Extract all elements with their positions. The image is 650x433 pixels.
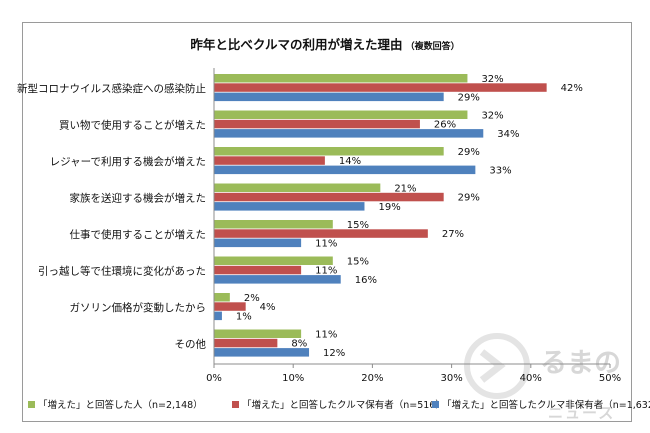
bar-series-2: [214, 119, 420, 129]
x-tick-label: 10%: [282, 373, 304, 384]
bar-series-1: [214, 147, 444, 156]
bar-series-3: [214, 238, 302, 248]
bar-series-2: [214, 265, 302, 275]
x-tick-label: 0%: [206, 373, 222, 384]
watermark-sub: ニュース: [548, 404, 615, 422]
x-tick-label: 50%: [599, 373, 621, 384]
bars-layer: [214, 74, 547, 357]
labels-layer: 新型コロナウイルス感染症への感染防止 32% 42% 29% 買い物で使用することが増え…: [17, 74, 583, 359]
data-label: 33%: [489, 165, 511, 176]
chart-title-note: （複数回答）: [406, 40, 460, 52]
data-label: 29%: [458, 92, 480, 103]
data-label: 32%: [481, 110, 503, 121]
data-label: 4%: [260, 302, 276, 313]
bar-series-2: [214, 156, 325, 165]
bar-series-3: [214, 202, 365, 211]
bar-series-1: [214, 329, 302, 338]
bar-series-1: [214, 220, 333, 229]
data-label: 21%: [394, 183, 416, 194]
legend-label: 「増えた」と回答した人（n=2,148）: [38, 399, 203, 411]
x-tick-label: 40%: [520, 373, 542, 384]
bar-series-2: [214, 229, 428, 238]
category-label: 仕事で使用することが増えた: [70, 228, 207, 241]
category-label: 買い物で使用することが増えた: [59, 118, 206, 131]
legend-swatch: [432, 401, 439, 408]
legend: 「増えた」と回答した人（n=2,148） 「増えた」と回答したクルマ保有者（n=5…: [28, 399, 650, 411]
bar-series-2: [214, 338, 278, 348]
legend-label: 「増えた」と回答したクルマ保有者（n=516）: [242, 399, 445, 411]
data-label: 42%: [561, 83, 583, 94]
data-label: 12%: [323, 348, 345, 359]
legend-swatch: [28, 401, 35, 408]
data-label: 1%: [236, 311, 252, 322]
data-label: 11%: [315, 266, 337, 277]
chart-title-main: 昨年と比べクルマの利用が増えた理由: [190, 37, 402, 52]
data-label: 11%: [315, 329, 337, 340]
bar-series-2: [214, 192, 444, 202]
category-label: 引っ越し等で住環境に変化があった: [38, 264, 206, 277]
data-label: 14%: [339, 156, 361, 167]
data-label: 2%: [244, 293, 260, 304]
category-label: 新型コロナウイルス感染症への感染防止: [17, 82, 206, 95]
data-label: 11%: [315, 238, 337, 249]
legend-swatch: [232, 401, 239, 408]
data-label: 27%: [442, 229, 464, 240]
data-label: 26%: [434, 120, 456, 131]
data-label: 29%: [458, 147, 480, 158]
data-label: 16%: [355, 275, 377, 286]
bar-series-1: [214, 110, 468, 119]
bar-series-3: [214, 348, 310, 357]
category-label: 家族を送迎する機会が増えた: [70, 191, 207, 204]
bar-series-3: [214, 129, 484, 138]
data-label: 8%: [291, 339, 307, 350]
data-label: 34%: [497, 129, 519, 140]
bar-series-3: [214, 275, 341, 284]
bar-series-1: [214, 183, 381, 192]
bar-series-1: [214, 293, 230, 302]
x-tick-label: 20%: [361, 373, 383, 384]
x-tick-label: 30%: [440, 373, 462, 384]
data-label: 19%: [378, 202, 400, 213]
watermark-circle: [464, 333, 530, 399]
bar-series-2: [214, 83, 547, 92]
data-label: 15%: [347, 220, 369, 231]
bar-series-3: [214, 311, 222, 321]
x-axis: 0% 10% 20% 30% 40% 50%: [206, 68, 621, 384]
legend-label: 「増えた」と回答したクルマ非保有者（n=1,632）: [442, 399, 650, 411]
watermark-logo: るまの ニュース: [464, 333, 621, 422]
data-label: 29%: [458, 193, 480, 204]
data-label: 15%: [347, 256, 369, 267]
bar-series-2: [214, 302, 246, 311]
data-label: 32%: [481, 74, 503, 85]
bar-series-1: [214, 74, 468, 83]
category-label: ガソリン価格が変動したから: [70, 301, 207, 314]
watermark-chevron-icon: [479, 349, 506, 383]
chart-title: 昨年と比べクルマの利用が増えた理由 （複数回答）: [190, 37, 459, 52]
bar-series-3: [214, 92, 444, 102]
category-label: その他: [175, 337, 207, 350]
bar-series-1: [214, 256, 333, 265]
bar-series-3: [214, 165, 476, 175]
category-label: レジャーで利用する機会が増えた: [50, 155, 206, 168]
